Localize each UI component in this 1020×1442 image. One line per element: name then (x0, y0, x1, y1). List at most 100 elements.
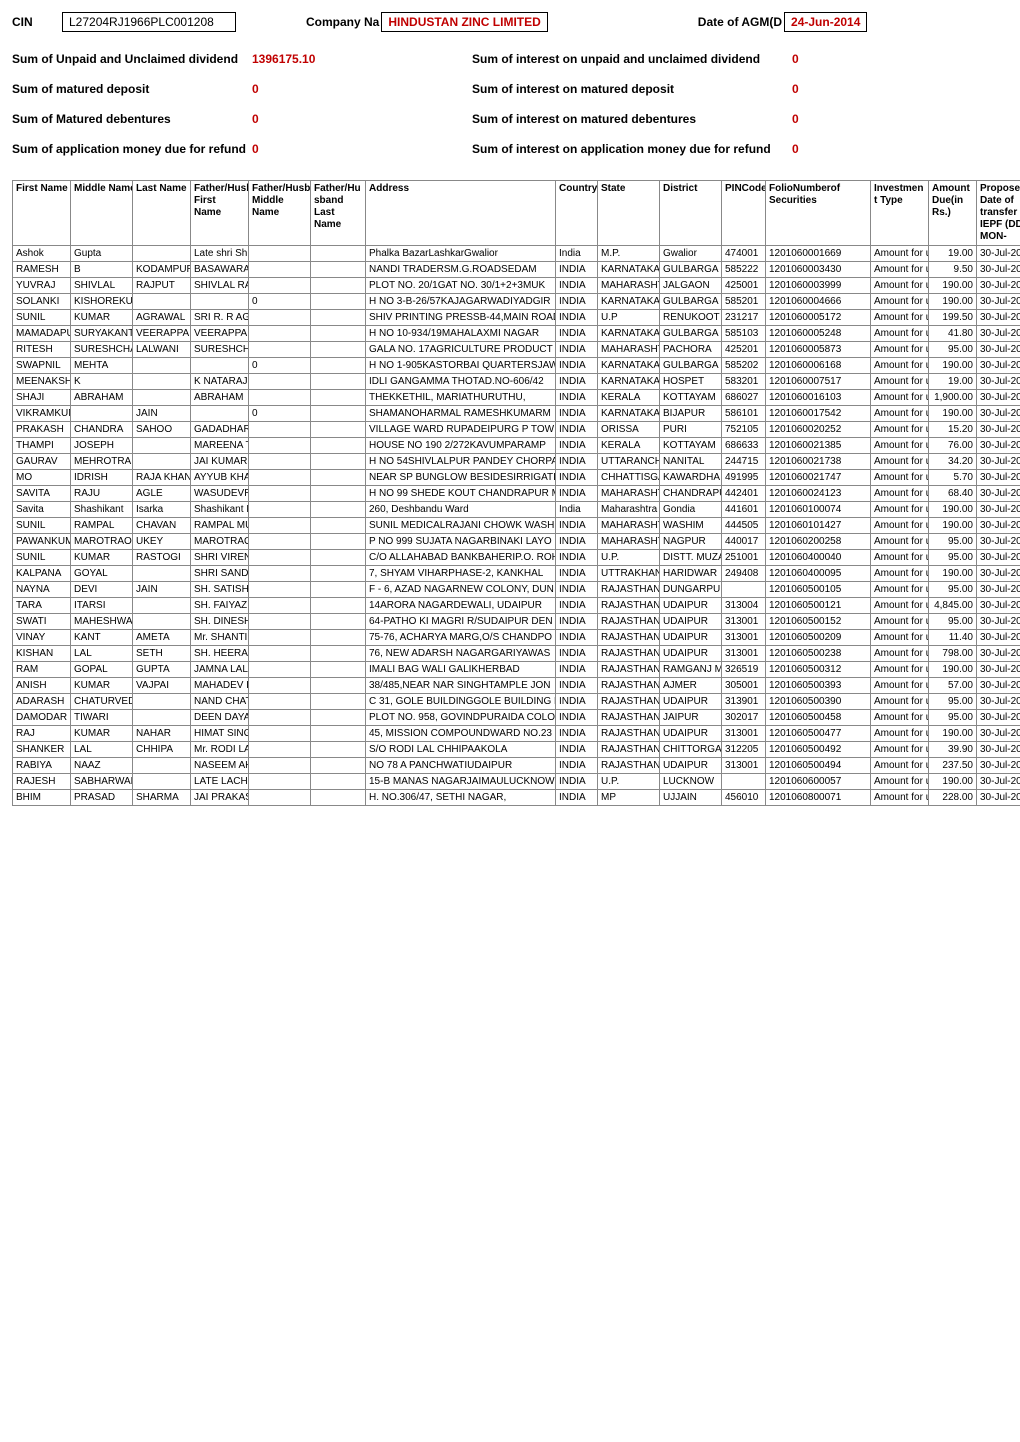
cell: Gwalior (660, 246, 722, 262)
sum-value-right: 0 (792, 142, 799, 156)
cell: 39.90 (929, 742, 977, 758)
cell (249, 662, 311, 678)
cell (249, 342, 311, 358)
col-fh-middle: Father/Husband Middle Name (249, 181, 311, 246)
cell: 1201060500152 (766, 614, 871, 630)
cell: Amount for u (871, 358, 929, 374)
cell: INDIA (556, 566, 598, 582)
cell: INDIA (556, 646, 598, 662)
cell: RENUKOOT (660, 310, 722, 326)
cell: INDIA (556, 390, 598, 406)
cell: INDIA (556, 582, 598, 598)
cell (249, 678, 311, 694)
cell: JOSEPH (71, 438, 133, 454)
cell: 30-Jul-2021 (977, 374, 1020, 390)
cell: UDAIPUR (660, 694, 722, 710)
cell: NAHAR (133, 726, 191, 742)
cell: 30-Jul-2021 (977, 598, 1020, 614)
cell: RAMGANJ M (660, 662, 722, 678)
cell: KISHOREKUM (71, 294, 133, 310)
cell: Amount for u (871, 566, 929, 582)
cell: 686633 (722, 438, 766, 454)
cell: RAJASTHAN (598, 662, 660, 678)
cell: RASTOGI (133, 550, 191, 566)
cell: MAHARASHT (598, 486, 660, 502)
cell: MAHADEV PRASAD VAJPAI (191, 678, 249, 694)
cell: AYYUB KHAN (191, 470, 249, 486)
cell: 30-Jul-2021 (977, 566, 1020, 582)
cell: GULBARGA (660, 326, 722, 342)
cell: 68.40 (929, 486, 977, 502)
cell (249, 502, 311, 518)
summary-rows: Sum of Unpaid and Unclaimed dividend1396… (12, 52, 1008, 156)
table-row: AshokGuptaLate shri Shiv Dayal JiPhalka … (13, 246, 1020, 262)
cell: 199.50 (929, 310, 977, 326)
cell: 41.80 (929, 326, 977, 342)
cell (311, 550, 366, 566)
cell: 1201060500393 (766, 678, 871, 694)
cell: 30-Jul-2021 (977, 278, 1020, 294)
cell: H NO 1-905KASTORBAI QUARTERSJAW (366, 358, 556, 374)
cell: C/O ALLAHABAD BANKBAHERIP.O. ROH (366, 550, 556, 566)
cell (311, 342, 366, 358)
cell: 1201060600057 (766, 774, 871, 790)
cell: 30-Jul-2021 (977, 694, 1020, 710)
cell (249, 326, 311, 342)
cell: 244715 (722, 454, 766, 470)
cell: KERALA (598, 390, 660, 406)
cell (133, 358, 191, 374)
cell: Amount for u (871, 342, 929, 358)
table-row: VINAYKANTAMETAMr. SHANTI LAL AMETA75-76,… (13, 630, 1020, 646)
cell: 425201 (722, 342, 766, 358)
table-row: RAMGOPALGUPTAJAMNA LAL GUPTAIMALI BAG WA… (13, 662, 1020, 678)
cell: LUCKNOW (660, 774, 722, 790)
cell: Amount for u (871, 422, 929, 438)
cell: YUVRAJ (13, 278, 71, 294)
cell: Amount for u (871, 310, 929, 326)
col-invtype: Investmen t Type (871, 181, 929, 246)
cell: 30-Jul-2021 (977, 550, 1020, 566)
sum-value-right: 0 (792, 82, 799, 96)
cell: 313001 (722, 726, 766, 742)
cell: 313901 (722, 694, 766, 710)
table-row: RITESHSURESHCHANLALWANISURESHCHAND INDER… (13, 342, 1020, 358)
cell (311, 790, 366, 806)
cell: Amount for u (871, 326, 929, 342)
cell: RAJASTHAN (598, 630, 660, 646)
cell (311, 774, 366, 790)
cell: 798.00 (929, 646, 977, 662)
cell: 1201060021385 (766, 438, 871, 454)
cell: 15-B MANAS NAGARJAIMAULUCKNOW (366, 774, 556, 790)
cell: 1201060500312 (766, 662, 871, 678)
cell: Amount for u (871, 726, 929, 742)
cell (133, 694, 191, 710)
cell: NASEEM AHMED (191, 758, 249, 774)
cell: Amount for u (871, 630, 929, 646)
cell: 95.00 (929, 710, 977, 726)
cell: INDIA (556, 774, 598, 790)
cell: RAJASTHAN (598, 726, 660, 742)
cell (311, 470, 366, 486)
table-row: YUVRAJSHIVLALRAJPUTSHIVLAL RAJPUTPLOT NO… (13, 278, 1020, 294)
col-lastname: Last Name (133, 181, 191, 246)
cell: 30-Jul-2021 (977, 518, 1020, 534)
col-address: Address (366, 181, 556, 246)
cell: GOPAL (71, 662, 133, 678)
cell: SUNIL (13, 310, 71, 326)
cell: SURYAKANT (71, 326, 133, 342)
cell: UDAIPUR (660, 726, 722, 742)
cell: Amount for u (871, 614, 929, 630)
cell: PLOT NO. 20/1GAT NO. 30/1+2+3MUK (366, 278, 556, 294)
cell: INDIA (556, 310, 598, 326)
cell: 30-Jul-2021 (977, 758, 1020, 774)
cell (133, 774, 191, 790)
cell: 1201060007517 (766, 374, 871, 390)
cell (133, 246, 191, 262)
cell: 30-Jul-2021 (977, 406, 1020, 422)
cell: 95.00 (929, 534, 977, 550)
cell: 231217 (722, 310, 766, 326)
cell: 1201060005248 (766, 326, 871, 342)
cell: 305001 (722, 678, 766, 694)
table-row: TARAITARSISH. FAIYAZ HUSSAIN14ARORA NAGA… (13, 598, 1020, 614)
cell: 312205 (722, 742, 766, 758)
